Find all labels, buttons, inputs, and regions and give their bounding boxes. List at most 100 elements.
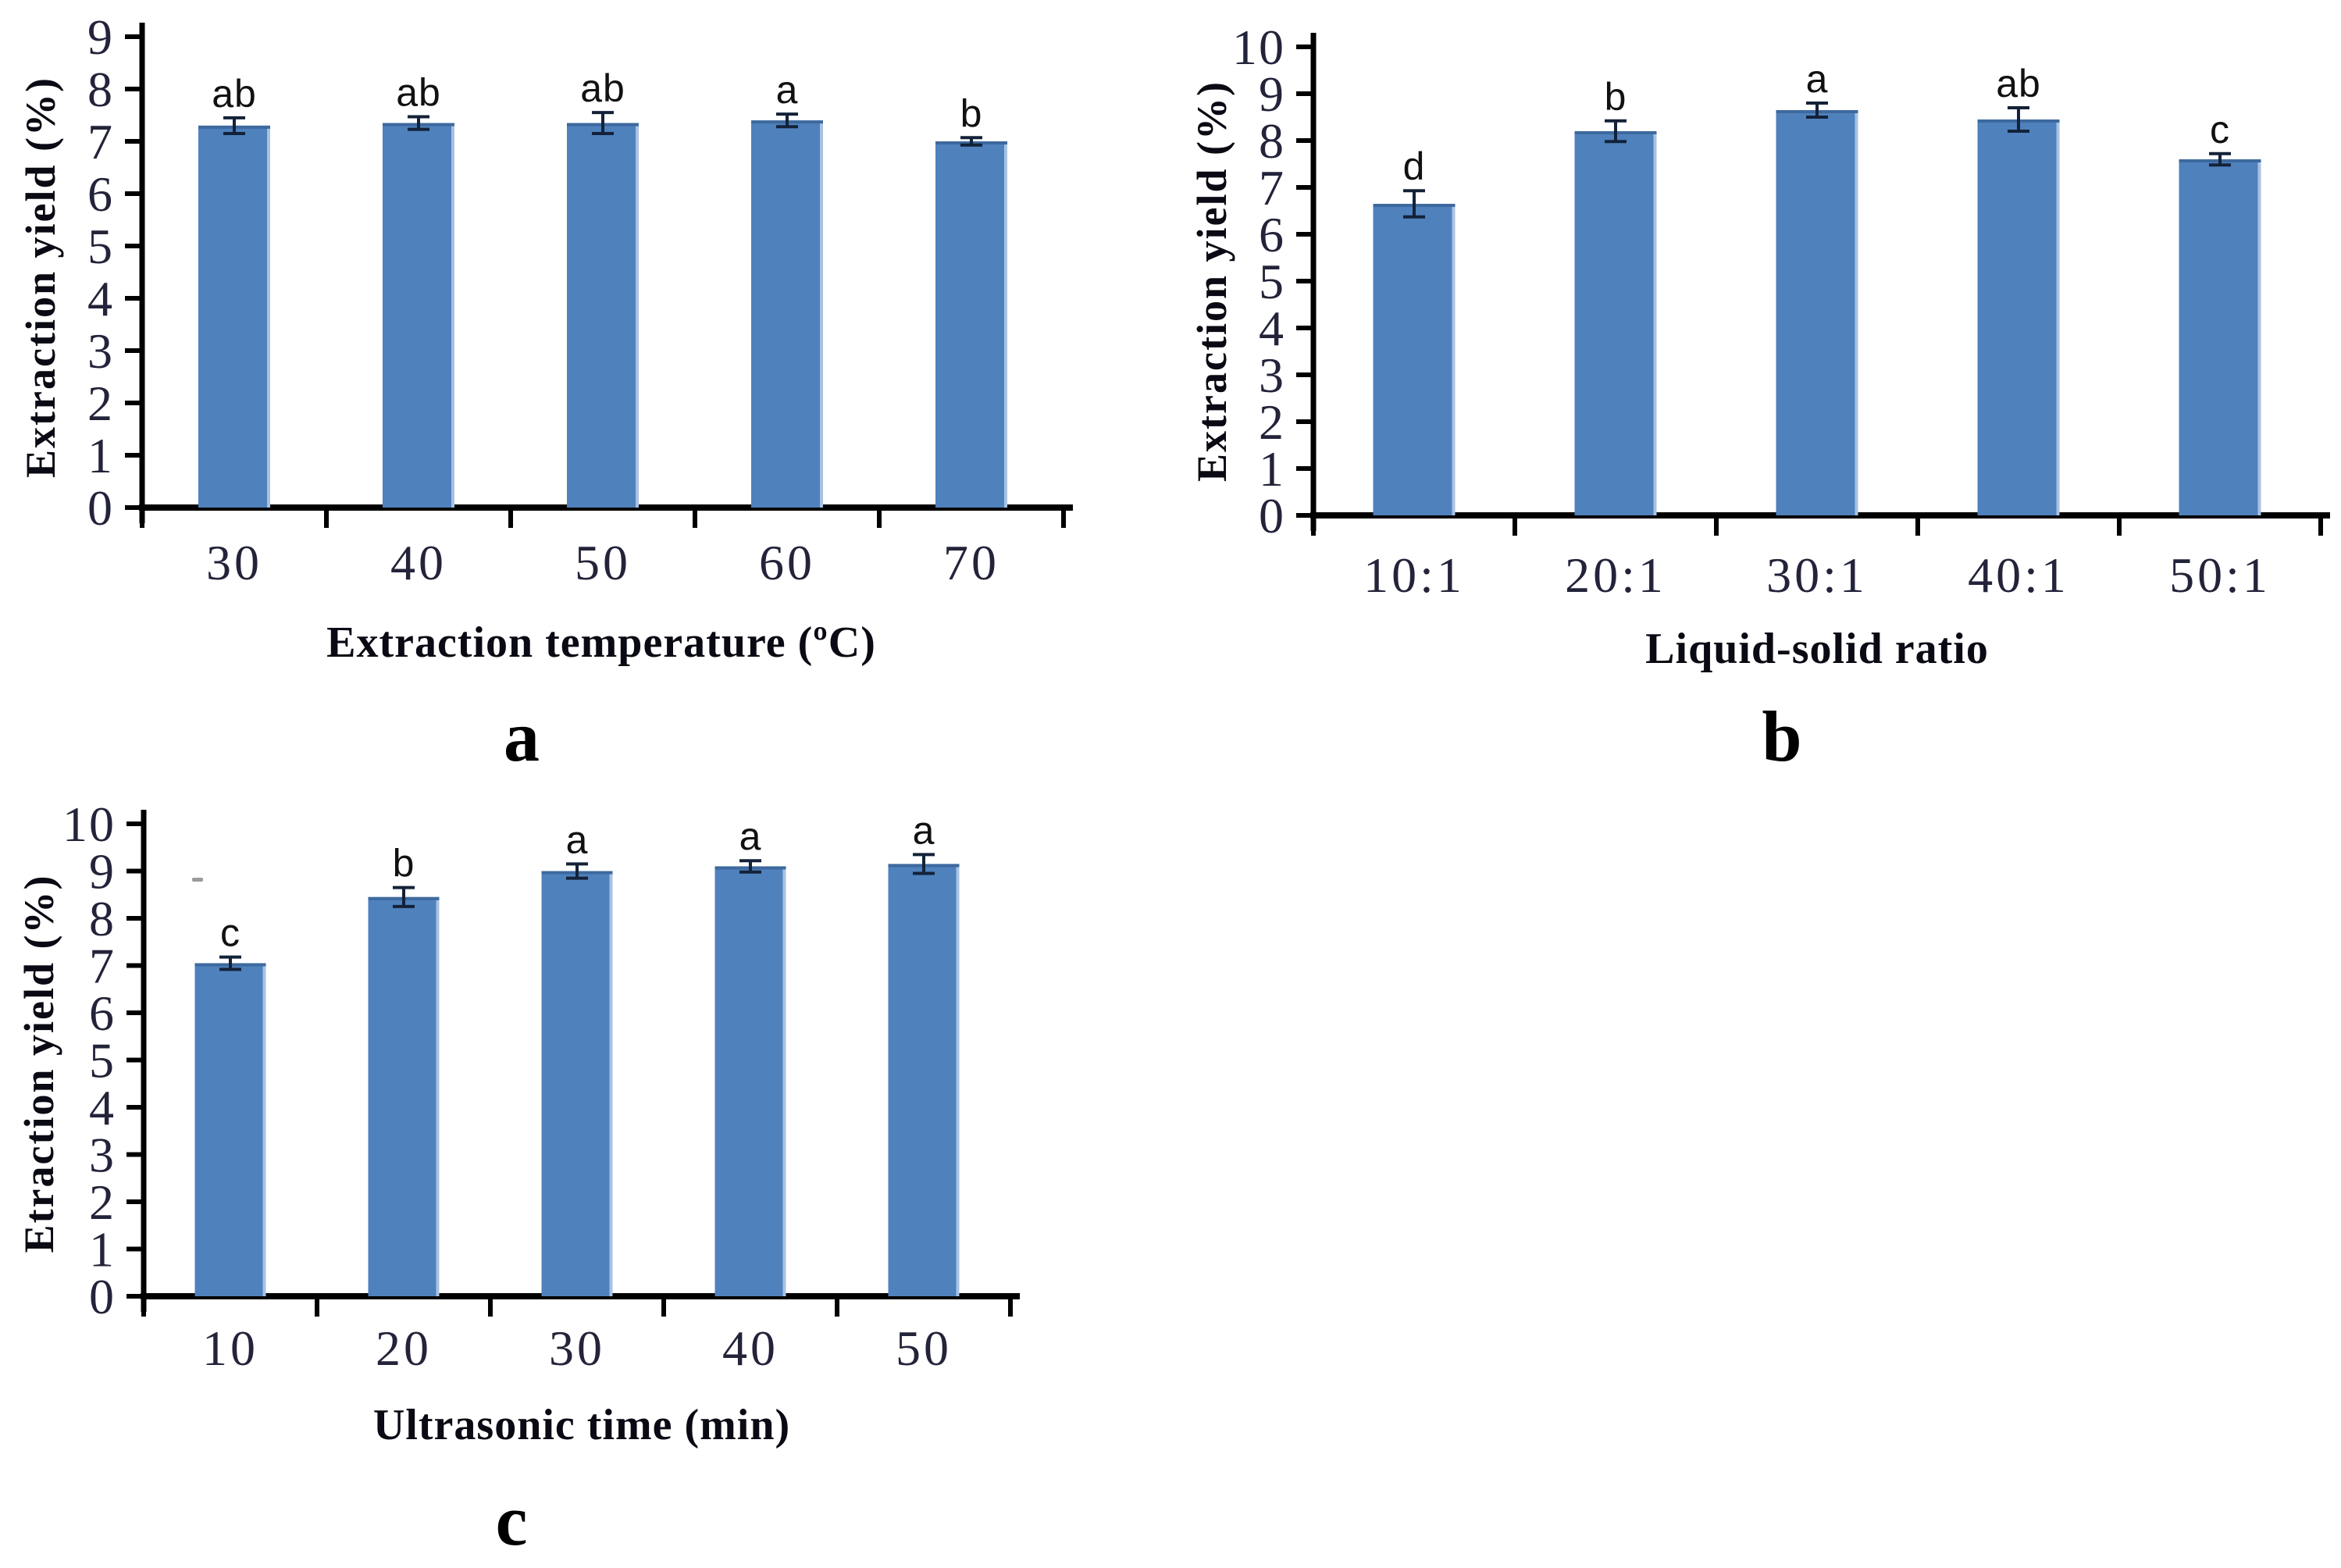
chart-b-x-axis-title: Liquid-solid ratio [1645,625,1989,673]
bar-b-30:1 [1776,110,1858,515]
sig-letter-a: ab [580,66,625,110]
x-category-label-c: 50 [896,1320,952,1376]
chart-a-y-axis-title: Extraction yield (%) [17,77,64,478]
y-tick-label-b: 3 [1259,347,1285,403]
sig-letter-c: a [566,818,589,861]
y-tick-label-c: 7 [89,939,116,994]
y-tick-label-c: 0 [89,1269,116,1324]
y-tick-label-a: 4 [87,271,114,326]
bar-b-40:1 [1977,119,2060,515]
sig-letter-b: c [2210,108,2230,151]
sig-letter-a: ab [396,71,441,115]
y-tick-label-c: 2 [89,1174,116,1230]
bar-edge [956,864,960,1296]
bar-c-40 [714,866,786,1296]
bar-edge [782,866,786,1296]
y-tick-label-a: 5 [87,219,114,274]
bar-a-50 [567,123,639,508]
bar-edge [820,120,823,508]
y-tick-label-c: 9 [89,844,116,900]
chart-c-x-axis-title: Ultrasonic time (min) [372,1401,791,1449]
sig-letter-a: b [960,91,983,135]
y-tick-label-c: 4 [89,1080,116,1135]
y-tick-label-b: 0 [1259,488,1285,543]
x-category-label-b: 30:1 [1766,547,1868,603]
x-category-label-a: 50 [575,535,631,590]
bar-b-50:1 [2179,159,2261,515]
sig-letter-b: a [1806,57,1829,101]
x-category-label-c: 40 [722,1320,779,1376]
bar-c-30 [541,871,613,1296]
bar-c-50 [888,864,960,1296]
x-category-label-a: 40 [390,535,447,590]
x-category-label-c: 10 [202,1320,258,1376]
sig-letter-c: a [739,814,762,858]
chart-a-x-axis-title: Extraction temperature (ºC) [326,618,876,667]
y-tick-label-a: 9 [87,9,114,65]
y-tick-label-a: 2 [87,376,114,431]
bar-edge [1855,110,1858,515]
y-tick-label-a: 0 [87,480,114,536]
bar-edge [2257,159,2261,515]
y-tick-label-b: 8 [1259,113,1285,169]
bar-edge [2056,119,2060,515]
x-category-label-b: 50:1 [2169,547,2271,603]
sig-letter-c: b [393,842,415,886]
x-category-label-c: 20 [376,1320,432,1376]
sig-letter-a: ab [212,72,257,116]
x-category-label-a: 70 [943,535,999,590]
sig-letter-c: c [220,911,241,955]
bar-c-10 [194,963,266,1296]
bar-edge [262,963,266,1296]
bar-edge [609,871,613,1296]
panel-label-c: c [495,1481,528,1560]
y-tick-label-b: 1 [1259,441,1285,497]
y-tick-label-b: 2 [1259,394,1285,450]
sig-letter-b: b [1605,75,1627,119]
x-category-label-b: 20:1 [1565,547,1666,603]
y-tick-label-a: 7 [87,114,114,169]
bar-edge [1452,204,1456,515]
bar-b-10:1 [1373,204,1456,515]
chart-b-y-axis-title: Extraction yield (%) [1188,80,1235,482]
y-tick-label-c: 3 [89,1128,116,1183]
bar-edge [451,123,454,508]
y-tick-label-a: 8 [87,62,114,117]
bar-a-40 [383,123,454,508]
chart-c-y-axis-title: Etraction yield (%) [16,874,62,1253]
sig-letter-b: ab [1996,62,2041,105]
stray-mark-artifact [192,878,203,882]
y-tick-label-b: 5 [1259,254,1285,309]
panel-label-b: b [1762,697,1802,776]
panel-label-a: a [504,697,540,776]
y-tick-label-a: 1 [87,428,114,483]
y-tick-label-c: 6 [89,985,116,1041]
y-tick-label-a: 3 [87,323,114,379]
x-category-label-c: 30 [549,1320,605,1376]
bar-edge [436,896,440,1296]
bar-a-60 [751,120,823,508]
x-category-label-b: 10:1 [1363,547,1465,603]
bar-edge [1004,141,1007,508]
sig-letter-b: d [1403,144,1426,188]
y-tick-label-c: 1 [89,1222,116,1278]
bar-edge [267,125,270,508]
sig-letter-c: a [913,808,935,852]
bar-c-20 [368,896,440,1296]
bar-b-20:1 [1574,131,1657,515]
bar-a-30 [198,125,270,508]
y-tick-label-b: 9 [1259,66,1285,122]
y-tick-label-b: 4 [1259,301,1285,356]
y-tick-label-c: 8 [89,891,116,946]
y-tick-label-c: 10 [62,796,116,852]
bar-edge [636,123,639,508]
y-tick-label-b: 10 [1232,20,1285,75]
x-category-label-a: 30 [206,535,262,590]
y-tick-label-c: 5 [89,1033,116,1089]
sig-letter-a: a [776,68,799,112]
x-category-label-a: 60 [759,535,815,590]
y-tick-label-b: 7 [1259,160,1285,216]
y-tick-label-a: 6 [87,166,114,222]
